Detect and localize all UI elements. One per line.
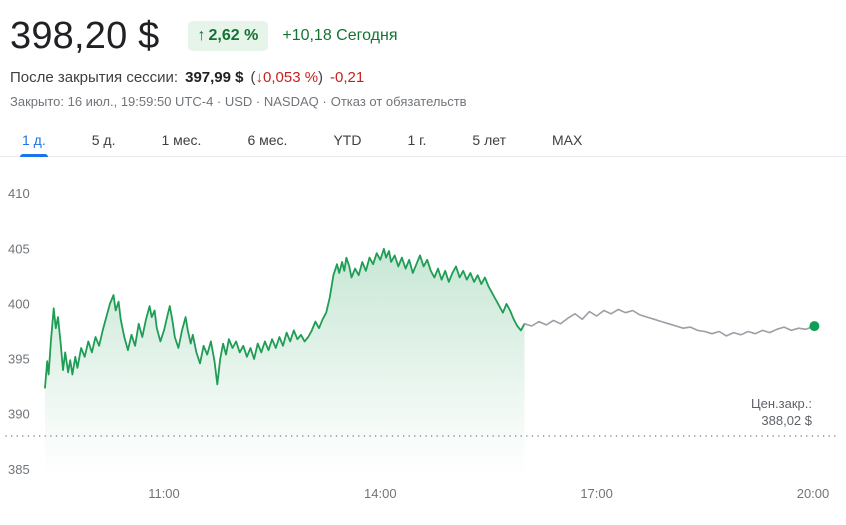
tab-5d[interactable]: 5 д. bbox=[90, 123, 118, 156]
chart-container: 410 405 400 395 390 385 11:00 14:00 17:00 20:00 Це… bbox=[0, 157, 846, 522]
tab-ytd[interactable]: YTD bbox=[331, 123, 363, 156]
arrow-down-icon: ↓ bbox=[255, 69, 264, 86]
disclaimer-link[interactable]: Отказ от обязательств bbox=[330, 94, 467, 109]
tab-1d[interactable]: 1 д. bbox=[20, 123, 48, 157]
previous-close-label: Цен.закр.: bbox=[751, 396, 812, 411]
price-chart[interactable]: 410 405 400 395 390 385 11:00 14:00 17:00 20:00 Це… bbox=[0, 157, 846, 522]
tab-max[interactable]: MAX bbox=[550, 123, 584, 156]
x-axis-tick: 11:00 bbox=[148, 486, 180, 501]
after-hours-line bbox=[523, 308, 816, 337]
meta-row: Закрыто: 16 июл., 19:59:50 UTC-4 · USD ·… bbox=[10, 94, 836, 109]
regular-session-line bbox=[44, 247, 526, 389]
after-hours-price: 397,99 $ bbox=[185, 69, 244, 86]
after-hours-label: После закрытия сессии: bbox=[10, 69, 179, 86]
current-price: 398,20 $ bbox=[10, 14, 160, 57]
y-axis-tick: 395 bbox=[8, 352, 30, 367]
previous-close-value: 388,02 $ bbox=[761, 413, 812, 428]
change-today: +10,18 Сегодня bbox=[282, 27, 398, 44]
x-axis-tick: 17:00 bbox=[580, 486, 613, 501]
x-axis-tick: 20:00 bbox=[797, 486, 830, 501]
arrow-up-icon: ↑ bbox=[197, 27, 206, 44]
y-axis-tick: 410 bbox=[8, 186, 30, 201]
after-hours-percent-group: ( ↓ 0,053 % ) bbox=[251, 69, 324, 86]
tab-1m[interactable]: 1 мес. bbox=[159, 123, 203, 156]
change-percent: 2,62 % bbox=[208, 27, 259, 44]
paren-open: ( bbox=[250, 69, 256, 86]
change-percent-badge: ↑ 2,62 % bbox=[187, 21, 269, 51]
after-hours-change: -0,21 bbox=[330, 69, 365, 86]
y-axis-tick: 385 bbox=[8, 462, 30, 477]
tab-1y[interactable]: 1 г. bbox=[405, 123, 428, 156]
after-hours-percent: 0,053 % bbox=[263, 69, 319, 86]
after-hours-row: После закрытия сессии: 397,99 $ ( ↓ 0,05… bbox=[10, 69, 836, 86]
regular-session-fill bbox=[45, 248, 525, 477]
y-axis-tick: 405 bbox=[8, 241, 30, 256]
time-range-tabs: 1 д. 5 д. 1 мес. 6 мес. YTD 1 г. 5 лет M… bbox=[0, 123, 846, 157]
stock-header: 398,20 $ ↑ 2,62 % +10,18 Сегодня После з… bbox=[0, 0, 846, 110]
tab-6m[interactable]: 6 мес. bbox=[245, 123, 289, 156]
price-row: 398,20 $ ↑ 2,62 % +10,18 Сегодня bbox=[10, 12, 836, 60]
latest-price-dot bbox=[809, 321, 820, 332]
x-axis-tick: 14:00 bbox=[364, 486, 397, 501]
y-axis-tick: 390 bbox=[8, 407, 30, 422]
paren-close: ) bbox=[318, 69, 324, 86]
tab-5y[interactable]: 5 лет bbox=[470, 123, 508, 156]
y-axis-tick: 400 bbox=[8, 296, 30, 311]
market-status-text: Закрыто: 16 июл., 19:59:50 UTC-4 · USD ·… bbox=[10, 94, 327, 109]
